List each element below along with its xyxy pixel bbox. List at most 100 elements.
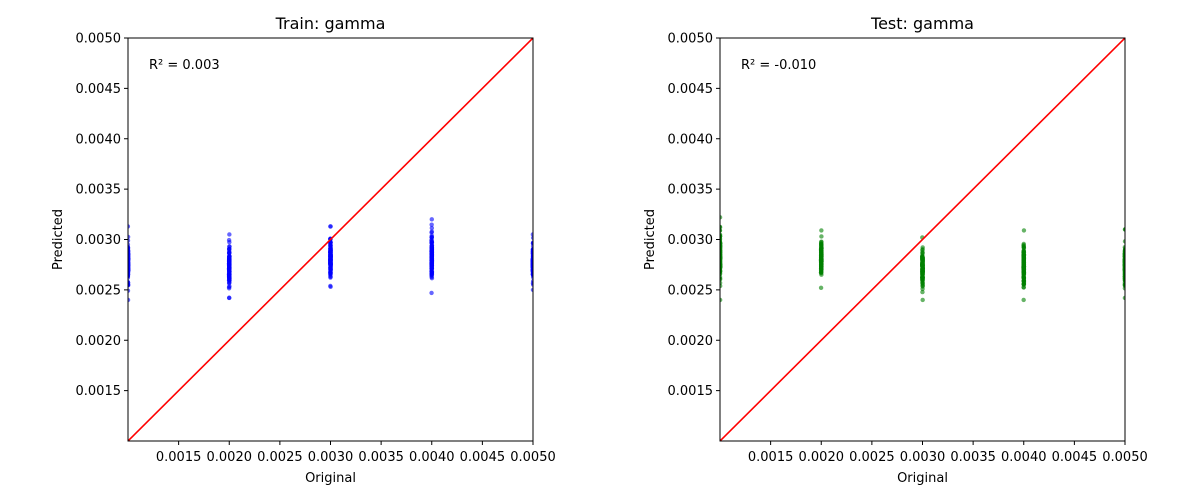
data-point — [720, 232, 723, 237]
chart-title: Train: gamma — [275, 14, 386, 33]
x-tick-label: 0.0030 — [308, 450, 354, 465]
data-point — [720, 262, 723, 268]
data-point — [1122, 239, 1125, 244]
data-point — [429, 230, 434, 235]
data-point — [920, 283, 925, 288]
data-point — [429, 263, 434, 268]
data-point — [720, 276, 723, 281]
data-point — [1021, 257, 1026, 262]
data-point — [227, 295, 232, 300]
data-point — [720, 256, 723, 261]
y-tick-label: 0.0015 — [76, 384, 122, 399]
data-point — [1021, 241, 1026, 247]
data-point — [920, 255, 925, 260]
y-axis-label: Predicted — [51, 209, 66, 270]
data-point — [530, 287, 533, 293]
y-tick-label: 0.0035 — [76, 183, 122, 198]
x-tick-label: 0.0015 — [748, 450, 794, 465]
identity-line — [128, 38, 533, 441]
x-tick-label: 0.0020 — [799, 450, 845, 465]
data-point — [920, 289, 925, 295]
y-axis-label: Predicted — [643, 209, 658, 270]
y-tick-label: 0.0040 — [76, 132, 122, 147]
data-point — [128, 252, 131, 257]
plot-area — [720, 38, 1125, 441]
data-point — [530, 257, 533, 262]
data-point — [720, 283, 723, 289]
data-point — [920, 286, 925, 292]
data-point — [128, 234, 131, 240]
data-point — [128, 267, 131, 272]
x-tick-label: 0.0050 — [510, 450, 556, 465]
data-point — [1122, 262, 1125, 267]
data-point — [227, 254, 232, 260]
data-point — [128, 288, 131, 293]
data-point — [1122, 227, 1125, 232]
data-point — [1021, 228, 1027, 233]
data-point — [530, 278, 533, 284]
x-tick-label: 0.0035 — [950, 450, 996, 465]
data-point — [530, 246, 533, 252]
data-point — [720, 271, 723, 276]
y-tick-label: 0.0030 — [668, 233, 714, 248]
data-point — [227, 267, 232, 272]
data-point — [818, 270, 824, 275]
data-point — [429, 269, 435, 274]
identity-line — [720, 38, 1125, 441]
data-point — [328, 273, 333, 278]
data-point — [920, 297, 925, 303]
data-point — [720, 297, 723, 303]
y-tick-label: 0.0045 — [76, 82, 122, 97]
data-point — [429, 245, 435, 250]
data-point — [227, 261, 232, 267]
data-point — [920, 265, 925, 270]
x-tick-label: 0.0045 — [460, 450, 506, 465]
x-tick-label: 0.0020 — [207, 450, 253, 465]
data-point — [1021, 250, 1026, 255]
r-squared-annotation: R² = -0.010 — [741, 58, 816, 73]
data-point — [720, 245, 723, 250]
data-point — [1021, 269, 1026, 275]
data-point — [226, 286, 232, 291]
data-point — [227, 239, 232, 245]
data-point — [1021, 297, 1026, 303]
data-point — [429, 237, 434, 242]
x-tick-label: 0.0035 — [358, 450, 404, 465]
data-point — [226, 273, 232, 278]
data-point — [1021, 285, 1026, 290]
x-axis-label: Original — [897, 471, 948, 486]
data-point — [1122, 272, 1125, 277]
data-point — [1122, 252, 1125, 258]
data-point — [429, 225, 435, 231]
chart-panel-1: 0.0015 0.0020 0.0025 0.0030 0.0035 0.0040 0.00… — [643, 14, 1148, 486]
data-point — [429, 217, 434, 222]
data-point — [128, 297, 131, 303]
data-point — [328, 243, 333, 249]
y-tick-label: 0.0015 — [668, 384, 714, 399]
data-point — [429, 248, 434, 254]
x-tick-label: 0.0040 — [1001, 450, 1047, 465]
data-point — [226, 246, 232, 252]
data-point — [227, 232, 232, 237]
data-point — [530, 253, 533, 258]
y-tick-label: 0.0035 — [668, 183, 714, 198]
x-tick-label: 0.0025 — [849, 450, 895, 465]
chart-title: Test: gamma — [870, 14, 974, 33]
x-tick-label: 0.0040 — [409, 450, 455, 465]
data-point — [530, 235, 533, 241]
data-point — [1021, 264, 1026, 269]
data-point — [1021, 278, 1026, 283]
data-point — [227, 250, 232, 255]
data-point — [328, 269, 333, 274]
data-point — [819, 234, 824, 239]
y-tick-label: 0.0020 — [668, 334, 714, 349]
data-point — [720, 224, 723, 230]
data-point — [429, 253, 434, 259]
y-tick-label: 0.0040 — [668, 132, 714, 147]
data-point — [328, 262, 333, 268]
data-point — [429, 290, 434, 296]
y-tick-label: 0.0050 — [668, 32, 714, 47]
r-squared-annotation: R² = 0.003 — [149, 58, 220, 73]
data-point — [328, 224, 333, 229]
x-tick-label: 0.0045 — [1052, 450, 1098, 465]
